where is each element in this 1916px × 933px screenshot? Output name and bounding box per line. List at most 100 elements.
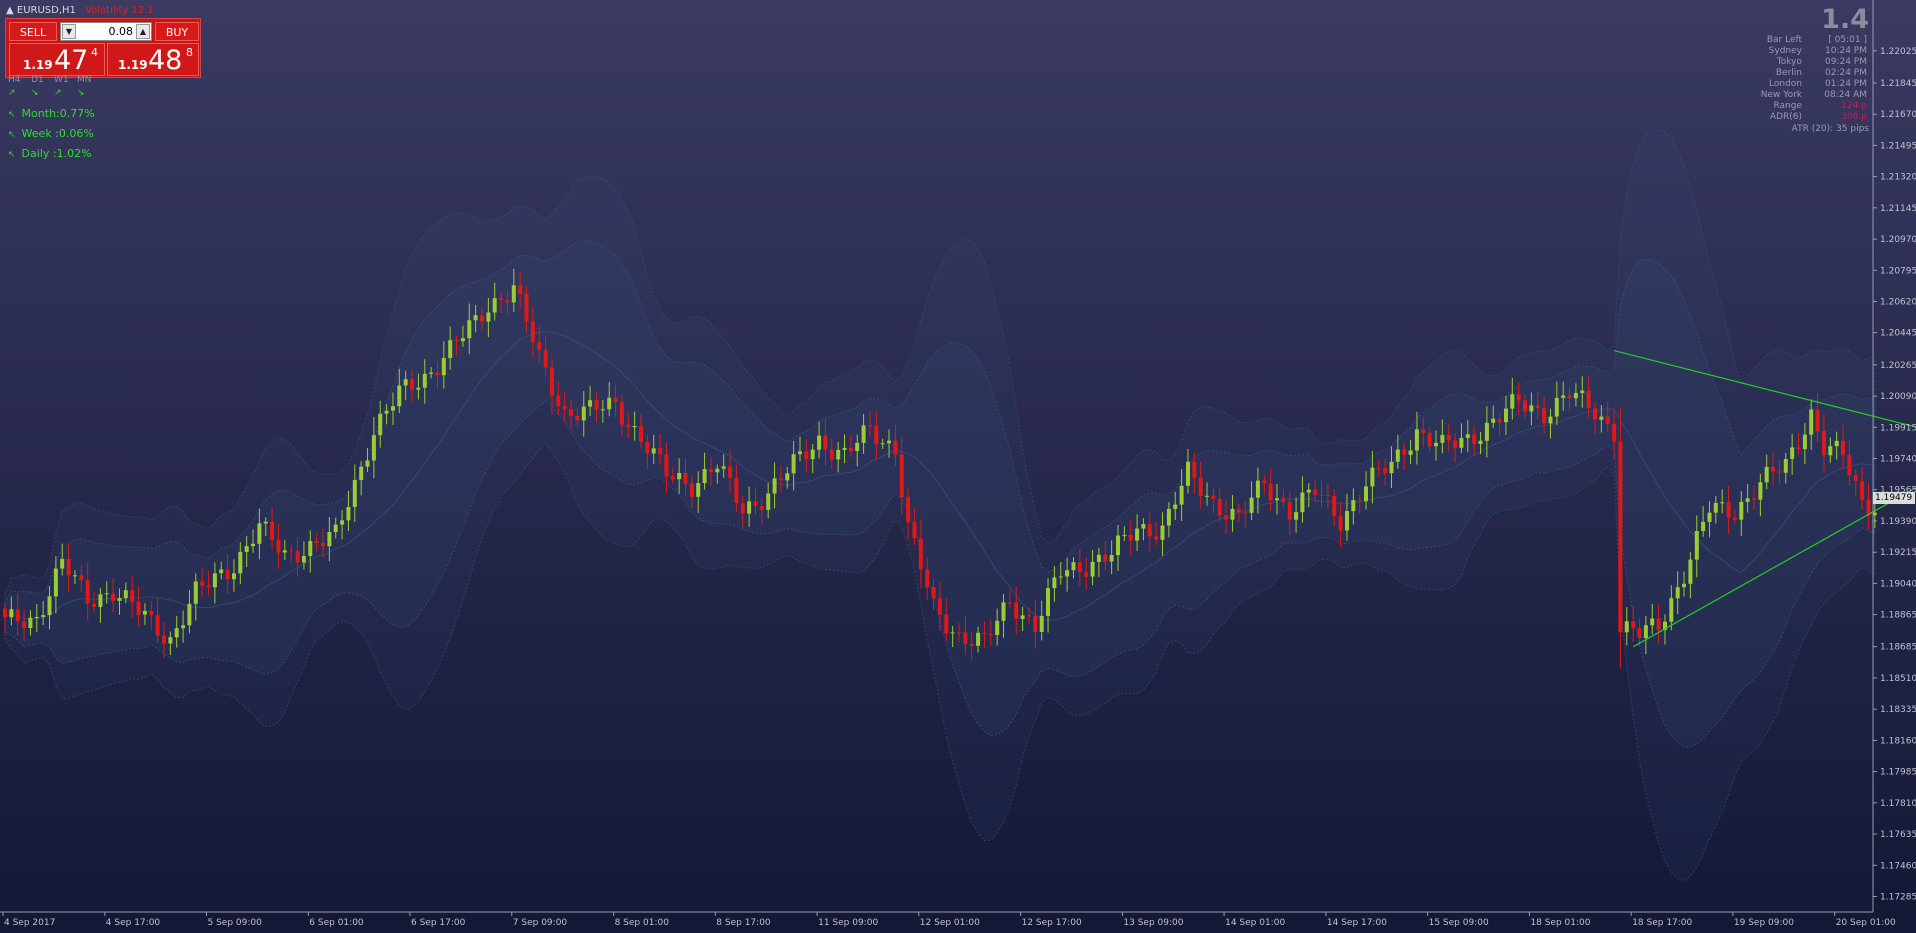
trendline[interactable] — [1632, 189, 1916, 648]
candle — [1586, 375, 1591, 418]
candle — [193, 573, 198, 621]
candle-body — [232, 573, 236, 580]
candle — [1631, 606, 1636, 642]
trendline[interactable] — [1613, 350, 1916, 562]
ask-price-button[interactable]: 1.19 48 8 — [107, 43, 199, 76]
candle — [759, 497, 764, 525]
candle — [906, 488, 911, 540]
candle — [1211, 488, 1216, 514]
candle — [1860, 467, 1865, 510]
candle-body — [1141, 524, 1146, 529]
timeframe-label: D1 — [31, 75, 44, 85]
symbol-title: ▲ EURUSD,H1 Volatility 12.1 — [6, 5, 154, 16]
session-info-value: 01:24 PM — [1825, 79, 1867, 89]
lot-input[interactable] — [77, 24, 135, 39]
price-tick-label: 1.18160 — [1880, 736, 1916, 746]
candle-body — [734, 477, 739, 504]
candle-body — [1465, 434, 1470, 438]
candle-body — [22, 621, 27, 628]
session-info-key: Bar Left — [1766, 35, 1802, 45]
candle — [893, 424, 898, 466]
bid-price-button[interactable]: 1.19 47 4 — [9, 43, 105, 76]
sell-button[interactable]: SELL — [9, 22, 57, 41]
candle-body — [276, 539, 281, 553]
candle — [181, 610, 186, 643]
candle-body — [1809, 409, 1814, 435]
candle-body — [1663, 621, 1667, 631]
candle — [435, 361, 440, 390]
candle — [257, 508, 262, 560]
candle — [1567, 388, 1572, 411]
candle-body — [1682, 583, 1686, 588]
time-tick-label: 18 Sep 17:00 — [1632, 918, 1692, 928]
candle-body — [1822, 431, 1826, 456]
candle — [1548, 408, 1553, 439]
candle-body — [1440, 434, 1445, 443]
trendlines[interactable] — [1613, 189, 1916, 648]
candle-body — [1688, 559, 1693, 584]
arrow-up-left-icon: ↖ — [8, 110, 16, 120]
candle-body — [569, 409, 573, 416]
candle-body — [836, 449, 841, 460]
candle — [41, 601, 46, 626]
candle-body — [66, 558, 71, 576]
candle — [3, 603, 7, 633]
candle-body — [1643, 625, 1648, 639]
performance-week-label: Week :0.06% — [21, 127, 94, 140]
candle — [1739, 491, 1744, 537]
candle-body — [225, 569, 230, 580]
candle-body — [1777, 471, 1782, 473]
candle — [1236, 503, 1241, 522]
candle — [66, 543, 71, 593]
candle-body — [1815, 409, 1820, 432]
time-tick-label: 7 Sep 09:00 — [513, 918, 568, 928]
time-axis: 4 Sep 2017 4 Sep 17:00 5 Sep 09:00 6 Sep 01… — [2, 912, 1896, 928]
arrow-up-icon: ↗ — [8, 88, 16, 98]
time-tick-label: 6 Sep 17:00 — [411, 918, 466, 928]
collapse-icon[interactable]: ▲ — [6, 5, 14, 16]
candle — [778, 465, 783, 493]
candle — [22, 610, 27, 642]
candle-body — [976, 632, 981, 646]
candle — [1001, 594, 1006, 638]
candle-body — [728, 466, 732, 478]
candle-body — [670, 476, 675, 480]
candle-body — [123, 590, 128, 599]
candle — [136, 586, 141, 627]
time-tick-label: 15 Sep 09:00 — [1429, 918, 1489, 928]
lot-decrease-icon[interactable]: ▼ — [62, 24, 76, 39]
candle-body — [359, 466, 364, 481]
candle — [1783, 453, 1788, 484]
candle — [1745, 484, 1750, 513]
candle-body — [206, 585, 211, 588]
candle-body — [1306, 489, 1311, 493]
candle-body — [887, 440, 891, 444]
candle — [429, 367, 434, 379]
candle — [1135, 514, 1140, 551]
price-tick-label: 1.17810 — [1880, 799, 1916, 809]
candle-body — [1109, 555, 1114, 562]
candle-body — [130, 590, 135, 602]
candle-body — [1192, 461, 1197, 478]
candle-body — [912, 522, 917, 539]
candle-body — [1580, 390, 1585, 393]
candle — [1593, 401, 1597, 434]
candle — [829, 438, 834, 469]
candle-body — [505, 299, 510, 303]
lot-increase-icon[interactable]: ▲ — [136, 24, 150, 39]
candle — [1192, 452, 1197, 494]
candle — [346, 490, 351, 531]
candle — [1275, 483, 1279, 515]
candle-body — [448, 340, 453, 359]
candle — [1491, 405, 1496, 428]
price-tick-label: 1.21670 — [1880, 110, 1916, 120]
candle-body — [1427, 432, 1432, 447]
buy-button[interactable]: BUY — [155, 22, 199, 41]
candle — [1109, 540, 1114, 575]
candle — [931, 578, 936, 610]
candle-body — [785, 473, 790, 481]
candle-body — [1071, 562, 1076, 571]
candle — [887, 429, 891, 458]
